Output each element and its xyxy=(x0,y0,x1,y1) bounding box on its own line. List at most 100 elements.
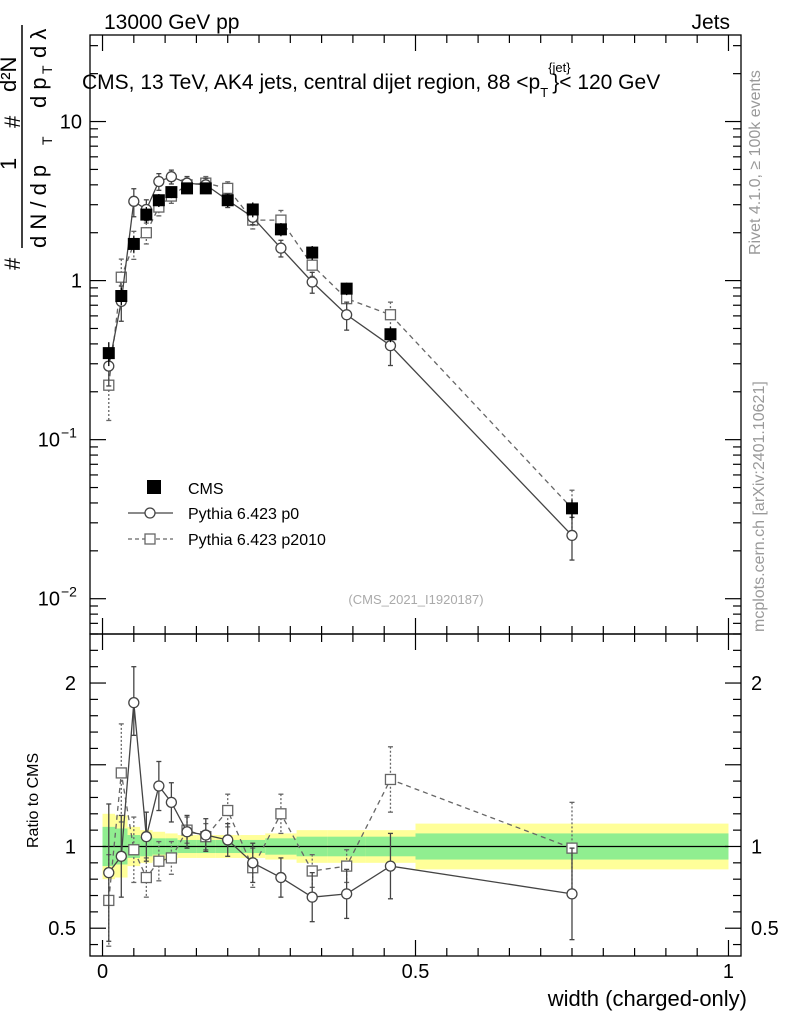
cms-point xyxy=(152,194,165,207)
ratio-p0-point xyxy=(566,888,578,900)
legend-label-cms: CMS xyxy=(188,481,224,498)
ratio-p0-point xyxy=(140,831,152,843)
ratio-p0-point xyxy=(222,834,234,846)
y-label-sub-t-2: T xyxy=(39,65,55,74)
p0-point xyxy=(340,309,353,321)
main-panel-data xyxy=(102,169,578,561)
title-superscript: {jet} xyxy=(548,60,571,75)
y-label-one: 1 xyxy=(0,158,21,170)
ratio-p0-point xyxy=(153,780,165,792)
ratio-p2010-point xyxy=(115,767,127,779)
legend-label-p2010: Pythia 6.423 p2010 xyxy=(188,532,326,549)
x-tick-label: 1 xyxy=(723,961,734,983)
p0-point xyxy=(566,529,578,542)
y-label-numerator: d²N xyxy=(0,57,21,92)
header-energy-label: 13000 GeV pp xyxy=(104,11,239,34)
cms-point xyxy=(127,237,140,250)
p0-point xyxy=(128,195,140,207)
y-label-lambda: d λ xyxy=(26,29,51,58)
main-y-tick-label: 10 xyxy=(60,112,82,134)
cms-point xyxy=(306,246,319,259)
ratio-panel-frame xyxy=(89,633,742,957)
cms-point xyxy=(181,182,194,195)
main-y-tick-exponent: −2 xyxy=(61,584,77,600)
title-tail: }< 120 GeV xyxy=(552,71,660,94)
ratio-p2010-point xyxy=(128,844,140,856)
cms-point xyxy=(221,194,234,207)
ratio-y-tick-label-right: 0.5 xyxy=(751,918,779,940)
ratio-y-axis-label: Ratio to CMS xyxy=(25,753,42,848)
cms-point xyxy=(565,502,578,515)
title-subscript: T xyxy=(540,85,548,100)
ratio-p0-point xyxy=(103,866,115,879)
cms-point xyxy=(340,282,353,295)
p0-line xyxy=(108,175,573,536)
p2010-line xyxy=(108,182,573,509)
ratio-p0-point xyxy=(165,796,178,809)
ratio-y-tick-label-right: 2 xyxy=(751,673,762,695)
ratio-p0-point xyxy=(275,871,287,884)
p2010-point xyxy=(384,309,397,321)
ratio-p0-point xyxy=(384,860,397,872)
x-axis-label: width (charged-only) xyxy=(547,986,747,1011)
legend-marker-p0 xyxy=(144,507,156,519)
main-y-tick-label: 10 xyxy=(38,430,60,452)
ratio-panel-data xyxy=(103,666,578,947)
main-y-tick-label: 1 xyxy=(71,271,82,293)
legend-label-p0: Pythia 6.423 p0 xyxy=(188,506,299,523)
ratio-y-tick-label: 0.5 xyxy=(48,918,76,940)
ratio-p2010-point xyxy=(384,773,397,786)
cms-point xyxy=(165,186,178,199)
ratio-p0-point xyxy=(128,696,140,709)
header-category-label: Jets xyxy=(691,11,730,34)
ratio-p0-point xyxy=(200,829,212,841)
ratio-p2010-line xyxy=(108,772,573,901)
ratio-p0-point xyxy=(115,850,127,862)
p2010-point xyxy=(306,259,318,271)
p2010-point xyxy=(222,182,234,195)
cms-point xyxy=(199,182,212,195)
analysis-id-watermark: (CMS_2021_I1920187) xyxy=(348,592,483,607)
ratio-y-tick-label: 1 xyxy=(65,836,76,858)
ratio-p2010-point xyxy=(222,804,234,817)
y-label-denominator: d N / d p xyxy=(26,165,51,248)
y-label-num-den: d p xyxy=(26,77,51,108)
ratio-p0-point xyxy=(247,857,259,869)
legend-marker-cms xyxy=(147,480,161,494)
main-title: CMS, 13 TeV, AK4 jets, central dijet reg… xyxy=(82,60,660,100)
ratio-p2010-point xyxy=(275,808,287,820)
p0-point xyxy=(275,242,287,254)
cms-point xyxy=(246,203,259,216)
p2010-point xyxy=(140,227,152,239)
ratio-p2010-point xyxy=(165,852,178,864)
main-y-tick-label: 10 xyxy=(38,589,60,611)
ratio-y-tick-label: 2 xyxy=(65,673,76,695)
title-text: CMS, 13 TeV, AK4 jets, central dijet reg… xyxy=(82,71,540,94)
x-tick-label: 0.5 xyxy=(402,961,430,983)
x-tick-label: 0 xyxy=(97,961,108,983)
ratio-p2010-point xyxy=(153,855,165,867)
main-y-tick-exponent: −1 xyxy=(61,425,77,441)
p0-point xyxy=(165,171,178,183)
ratio-p0-point xyxy=(306,891,318,903)
y-label-sub-t: T xyxy=(39,136,55,145)
cms-point xyxy=(384,328,397,341)
cms-point xyxy=(115,290,128,303)
ratio-y-tick-label-right: 1 xyxy=(751,836,762,858)
y-label-hash-2: # xyxy=(0,115,25,128)
cms-point xyxy=(140,208,153,221)
mcplots-source-label: mcplots.cern.ch [arXiv:2401.10621] xyxy=(751,381,768,632)
cms-point xyxy=(274,223,287,236)
ratio-p2010-point xyxy=(140,871,152,884)
cms-point xyxy=(102,347,115,360)
ratio-p0-point xyxy=(340,888,353,900)
ratio-p0-point xyxy=(181,826,193,838)
main-y-axis-label: # 1 d N / d p T # d²N d p T d λ xyxy=(0,25,55,270)
y-label-hash: # xyxy=(0,257,25,270)
p2010-point xyxy=(115,271,127,283)
p0-point xyxy=(153,175,165,188)
legend-marker-p2010 xyxy=(144,533,156,545)
legend: CMS Pythia 6.423 p0 Pythia 6.423 p2010 xyxy=(128,480,326,549)
